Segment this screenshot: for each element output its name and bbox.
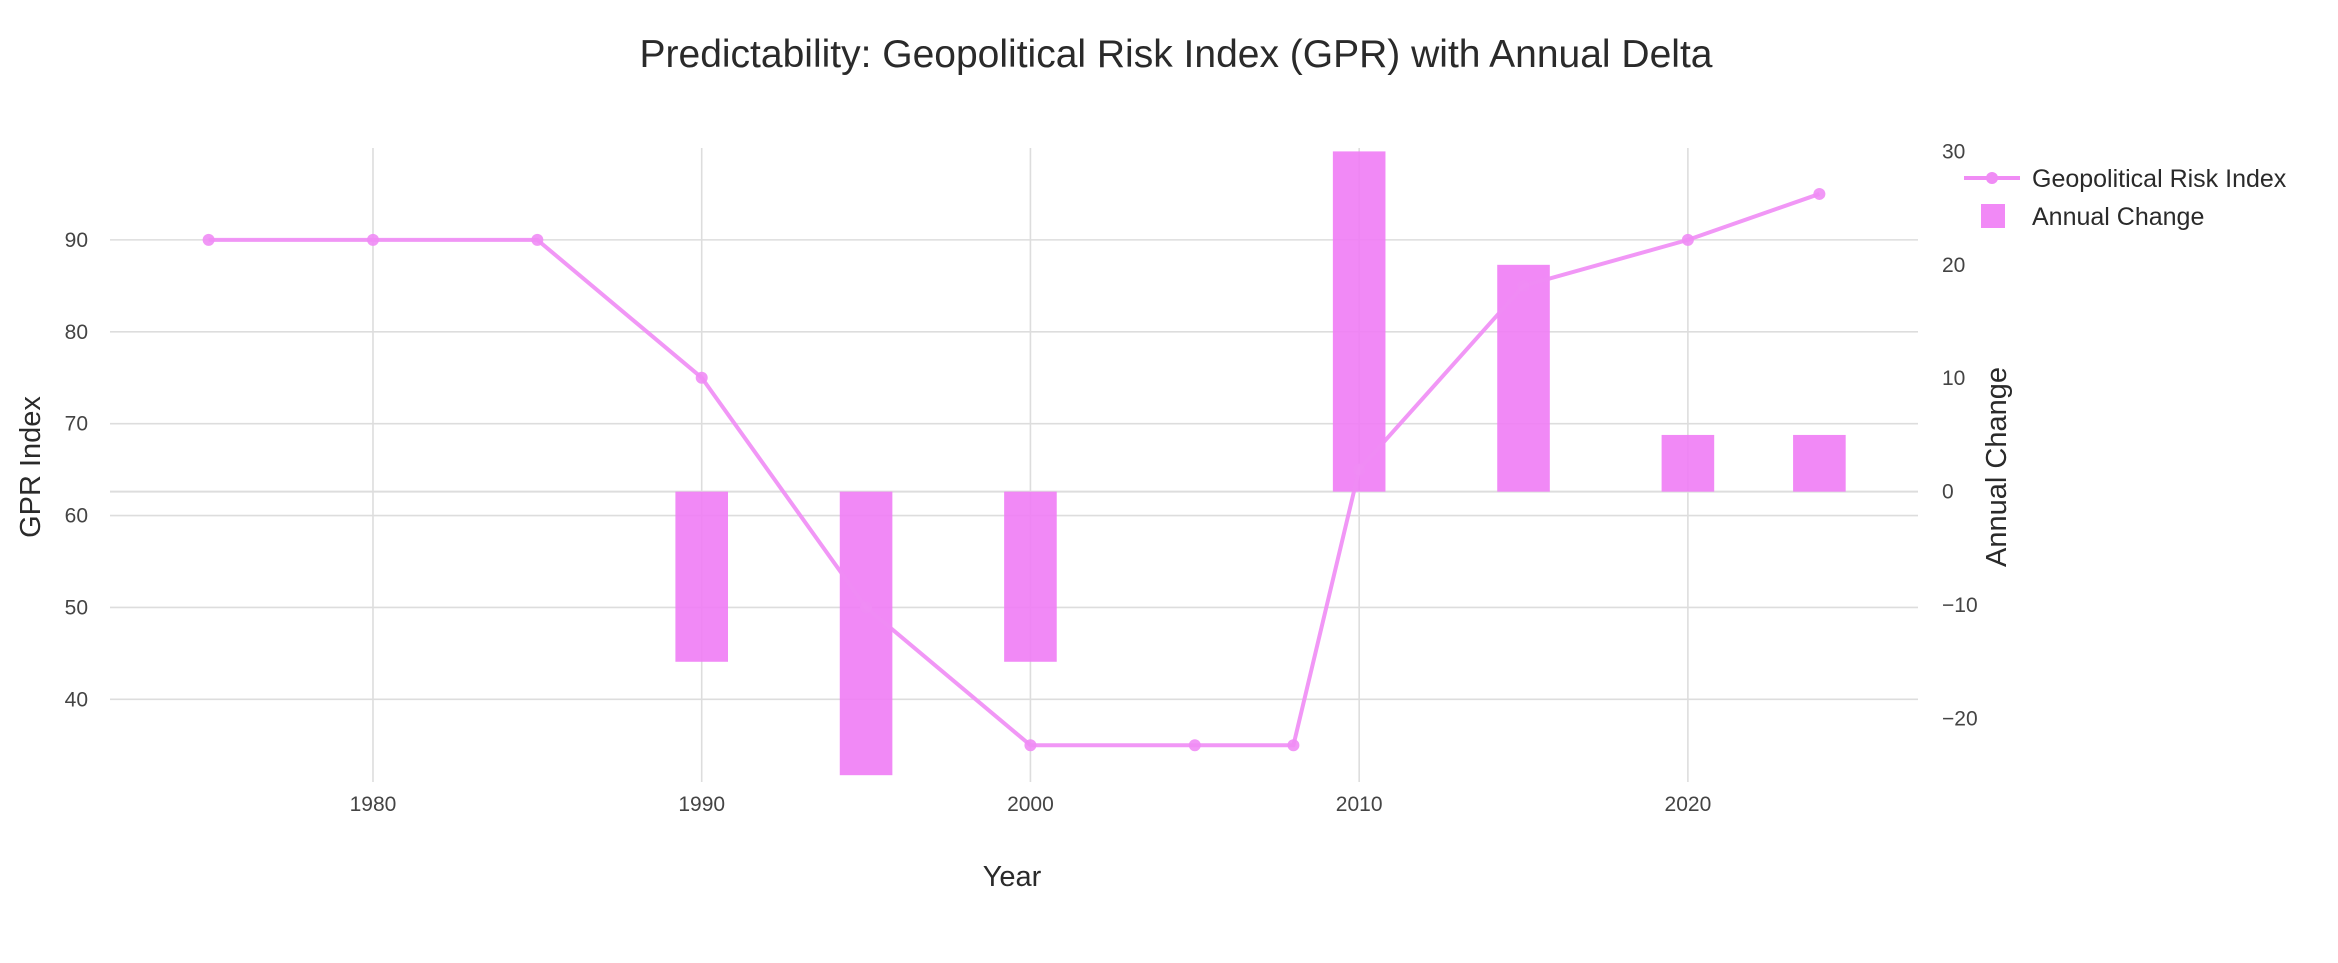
x-tick-label: 1990	[678, 793, 725, 816]
y2-tick-label: −20	[1942, 707, 1978, 730]
y2-tick-label: −10	[1942, 594, 1978, 617]
gpr-point[interactable]	[1024, 739, 1037, 752]
x-tick-label: 2020	[1665, 793, 1712, 816]
gpr-point[interactable]	[695, 371, 708, 384]
line-layer	[202, 187, 1826, 752]
x-tick-label: 2000	[1007, 793, 1054, 816]
bar-layer	[675, 151, 1846, 776]
y-tick-label: 80	[65, 321, 88, 344]
x-tick-label: 2010	[1336, 793, 1383, 816]
y-tick-label: 60	[65, 505, 88, 528]
legend-label-gpr: Geopolitical Risk Index	[2032, 165, 2287, 193]
y2-tick-label: 0	[1942, 481, 1954, 504]
gpr-point[interactable]	[1188, 739, 1201, 752]
annual-change-bar[interactable]	[675, 491, 729, 662]
gpr-point[interactable]	[1287, 739, 1300, 752]
gpr-point[interactable]	[1813, 187, 1826, 200]
legend-item-gpr[interactable]: Geopolitical Risk Index	[1964, 165, 2287, 193]
tick-layer: 1980 1990 2000 2010 2020 40 50 60 70 80 90 −20 −10 0 1…	[65, 140, 1978, 816]
y-tick-label: 50	[65, 596, 88, 619]
legend-marker-swatch	[1986, 172, 1998, 184]
gpr-point[interactable]	[202, 233, 215, 246]
y-axis-title: GPR Index	[15, 396, 47, 538]
legend-label-annual-change: Annual Change	[2032, 203, 2204, 231]
y-tick-label: 70	[65, 413, 88, 436]
gpr-point[interactable]	[366, 233, 379, 246]
legend: Geopolitical Risk Index Annual Change	[1964, 165, 2287, 231]
legend-bar-swatch	[1981, 204, 2005, 228]
x-axis-title: Year	[983, 861, 1042, 893]
y2-tick-label: 20	[1942, 254, 1965, 277]
y2-tick-label: 10	[1942, 367, 1965, 390]
annual-change-bar[interactable]	[1497, 264, 1550, 492]
gpr-point[interactable]	[1517, 279, 1530, 292]
gpr-point[interactable]	[1681, 233, 1694, 246]
chart-title: Predictability: Geopolitical Risk Index …	[640, 33, 1713, 76]
annual-change-bar[interactable]	[1793, 434, 1846, 492]
annual-change-bar[interactable]	[1661, 434, 1715, 492]
y2-tick-label: 30	[1942, 140, 1965, 163]
annual-change-bar[interactable]	[1332, 151, 1386, 492]
y-tick-label: 90	[65, 229, 88, 252]
y2-axis-title: Annual Change	[1981, 367, 2013, 567]
legend-item-annual-change[interactable]: Annual Change	[1981, 203, 2204, 231]
gpr-line[interactable]	[208, 192, 1821, 748]
gpr-point[interactable]	[531, 233, 544, 246]
y-tick-label: 40	[65, 688, 88, 711]
annual-change-bar[interactable]	[1004, 491, 1057, 662]
x-tick-label: 1980	[350, 793, 397, 816]
gpr-point[interactable]	[1353, 463, 1366, 476]
gpr-point[interactable]	[860, 601, 873, 614]
annual-change-bar[interactable]	[839, 491, 893, 776]
grid-layer	[110, 148, 1918, 782]
